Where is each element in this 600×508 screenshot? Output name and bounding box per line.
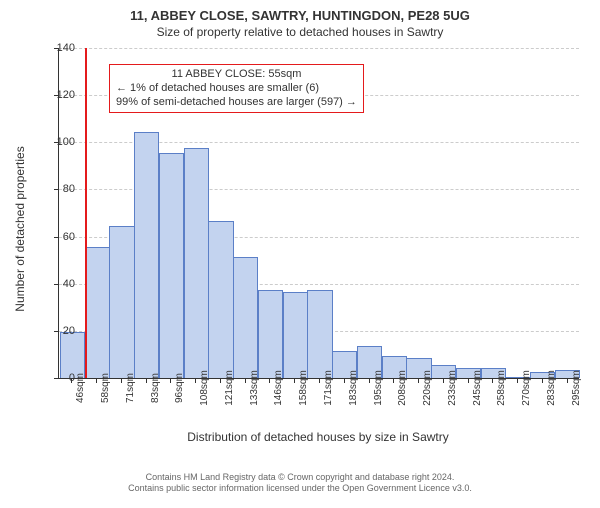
annotation-box: 11 ABBEY CLOSE: 55sqm← 1% of detached ho… (109, 64, 364, 113)
xtick-mark (294, 378, 295, 383)
footer-attribution: Contains HM Land Registry data © Crown c… (0, 472, 600, 494)
xtick-mark (146, 378, 147, 383)
xtick-mark (542, 378, 543, 383)
gridline-h (59, 48, 579, 49)
xtick-mark (517, 378, 518, 383)
annotation-line: 99% of semi-detached houses are larger (… (116, 96, 357, 110)
annotation-line: 11 ABBEY CLOSE: 55sqm (116, 68, 357, 82)
ytick-label: 60 (45, 231, 75, 243)
histogram-bar (258, 290, 283, 378)
xtick-mark (121, 378, 122, 383)
xtick-mark (344, 378, 345, 383)
chart-title-sub: Size of property relative to detached ho… (0, 25, 600, 39)
xtick-mark (96, 378, 97, 383)
plot-area: 46sqm58sqm71sqm83sqm96sqm108sqm121sqm133… (58, 48, 579, 379)
histogram-bar (159, 153, 184, 378)
xtick-mark (369, 378, 370, 383)
histogram-bar (184, 148, 209, 378)
xtick-mark (245, 378, 246, 383)
xtick-mark (195, 378, 196, 383)
xtick-mark (492, 378, 493, 383)
ytick-label: 80 (45, 183, 75, 195)
footer-line-2: Contains public sector information licen… (0, 483, 600, 494)
ytick-label: 140 (45, 42, 75, 54)
xtick-mark (443, 378, 444, 383)
histogram-bar (85, 247, 110, 378)
ytick-label: 0 (45, 372, 75, 384)
y-axis-label: Number of detached properties (13, 79, 27, 379)
histogram-bar (208, 221, 233, 378)
marker-line (85, 48, 87, 378)
histogram-bar (233, 257, 258, 378)
x-axis-label: Distribution of detached houses by size … (58, 430, 578, 444)
xtick-label: 295sqm (571, 370, 582, 406)
xtick-label: 258sqm (496, 370, 507, 406)
histogram-bar (134, 132, 159, 378)
ytick-label: 120 (45, 89, 75, 101)
histogram-bar (109, 226, 134, 378)
xtick-mark (567, 378, 568, 383)
ytick-label: 40 (45, 278, 75, 290)
xtick-mark (170, 378, 171, 383)
ytick-label: 100 (45, 136, 75, 148)
xtick-mark (269, 378, 270, 383)
ytick-label: 20 (45, 325, 75, 337)
xtick-mark (393, 378, 394, 383)
histogram-bar (307, 290, 332, 378)
chart-wrapper: Number of detached properties 46sqm58sqm… (0, 42, 600, 452)
annotation-line: ← 1% of detached houses are smaller (6) (116, 82, 357, 96)
chart-title-main: 11, ABBEY CLOSE, SAWTRY, HUNTINGDON, PE2… (0, 8, 600, 23)
xtick-mark (319, 378, 320, 383)
xtick-mark (418, 378, 419, 383)
xtick-mark (468, 378, 469, 383)
histogram-bar (283, 292, 308, 378)
footer-line-1: Contains HM Land Registry data © Crown c… (0, 472, 600, 483)
xtick-mark (220, 378, 221, 383)
